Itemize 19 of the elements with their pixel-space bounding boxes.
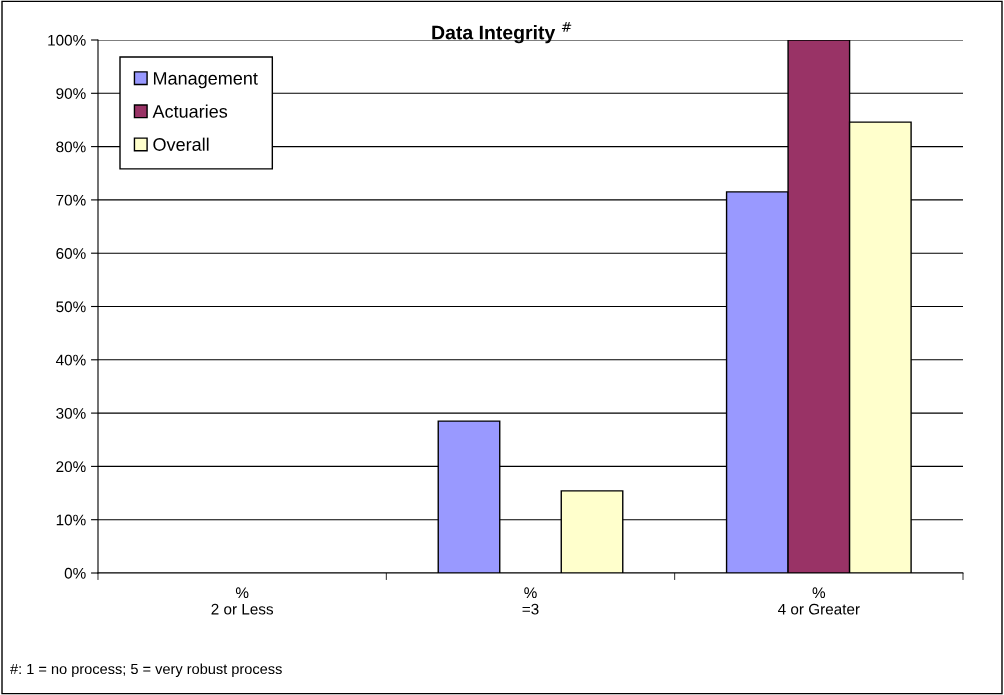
y-tick-label: 30% [56, 407, 86, 419]
legend-label: Management [153, 72, 258, 89]
y-tick-label: 10% [56, 514, 86, 526]
y-tick-label: 0% [64, 567, 86, 579]
x-tick-label: % =3 [522, 587, 539, 615]
y-tick-label: 100% [48, 34, 86, 46]
x-tick-label: % 2 or Less [211, 587, 274, 615]
legend-label: Actuaries [152, 104, 228, 118]
x-tick-label: % 4 or Greater [778, 587, 860, 615]
y-tick-label: 80% [56, 141, 86, 153]
y-tick-label: 90% [56, 88, 86, 99]
y-tick-label: 40% [55, 354, 86, 366]
y-tick-label: 70% [56, 194, 86, 206]
y-tick-label: 60% [56, 248, 86, 259]
legend-label: Overall [153, 137, 209, 151]
chart-title: Data Integrity $^{#}$ [432, 22, 572, 44]
y-tick-label: 50% [56, 301, 86, 313]
y-tick-label: 20% [56, 461, 86, 473]
text: #: 1 = no process; 5 = very robust process [10, 663, 282, 677]
